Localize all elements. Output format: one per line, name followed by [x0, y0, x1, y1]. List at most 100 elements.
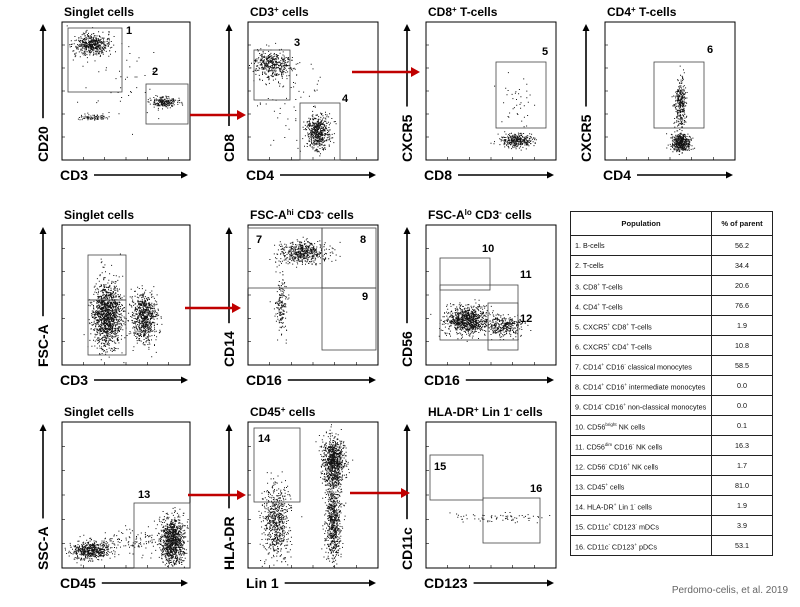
percent-cell: 20.6 — [711, 275, 773, 296]
title-part: CD45 — [250, 405, 281, 419]
title-part: + — [274, 5, 279, 14]
label-part: - — [633, 501, 636, 507]
x-axis-label: CD123 — [424, 575, 468, 591]
gating-arrow — [352, 67, 420, 77]
x-arrowhead — [726, 171, 733, 179]
table-row: 5. CXCR5+ CD8+ T-cells 1.9 — [570, 315, 773, 336]
plot-singlet-2: Singlet cells CD3 FSC-A — [35, 208, 191, 388]
plot-frame — [604, 21, 736, 161]
population-cell: 6. CXCR5+ CD4+ T-cells — [570, 335, 712, 356]
label-part: - — [624, 361, 626, 367]
label-part: non-classical monocytes — [625, 402, 707, 412]
label-part: + — [597, 281, 601, 287]
population-cell: 9. CD14- CD16+ non-classical monocytes — [570, 395, 712, 416]
event-cluster — [64, 534, 120, 566]
label-part: 7. CD14 — [575, 362, 602, 372]
gate-label: 13 — [138, 489, 150, 501]
x-axis-label: CD3 — [60, 372, 88, 388]
label-part: T-cells — [629, 322, 652, 332]
scatter-events — [258, 424, 354, 567]
population-cell: 10. CD56bright NK cells — [570, 415, 712, 436]
gate — [653, 61, 705, 129]
table-row: 6. CXCR5+ CD4+ T-cells 10.8 — [570, 335, 773, 356]
label-part: CD16 — [602, 402, 624, 412]
header-population: Population — [570, 211, 712, 236]
population-cell: 12. CD56- CD16+ NK cells — [570, 455, 712, 476]
plot-title: HLA-DR+ Lin 1- cells — [428, 405, 543, 420]
percent-cell: 0.1 — [711, 415, 773, 436]
label-part: CD123 — [609, 542, 635, 552]
plot-frame — [425, 21, 557, 161]
gate-label: 16 — [530, 483, 542, 495]
event-cluster — [66, 25, 130, 63]
title-part: CD3 — [294, 208, 322, 222]
x-arrowhead — [369, 376, 376, 384]
gate — [133, 502, 191, 569]
gate-label: 2 — [152, 66, 158, 78]
percent-cell: 1.9 — [711, 315, 773, 336]
label-part: 9. CD14 — [575, 402, 602, 412]
event-cluster — [77, 113, 110, 121]
x-arrowhead — [369, 579, 376, 587]
gating-arrow — [190, 110, 246, 120]
label-part: classical monocytes — [625, 362, 692, 372]
population-cell: 11. CD56dim CD16- NK cells — [570, 435, 712, 456]
y-axis-label: CD8 — [221, 134, 237, 162]
plot-title: CD8+ T-cells — [428, 5, 498, 20]
table-row: 3. CD8+ T-cells 20.6 — [570, 275, 773, 296]
title-part: cells — [279, 5, 309, 19]
label-part: + — [607, 321, 610, 327]
label-part: + — [597, 301, 601, 307]
event-cluster — [249, 42, 301, 86]
title-part: - — [499, 208, 502, 217]
y-arrowhead — [225, 424, 233, 431]
table-row: 7. CD14+ CD16- classical monocytes 58.5 — [570, 355, 773, 376]
x-arrowhead — [181, 376, 188, 384]
event-cluster — [490, 131, 537, 151]
percent-cell: 0.0 — [711, 375, 773, 396]
label-part: bright — [605, 421, 617, 427]
x-arrowhead — [547, 376, 554, 384]
gate-label: 11 — [520, 269, 532, 281]
y-axis-label: CD20 — [35, 126, 51, 162]
y-arrowhead — [403, 227, 411, 234]
table-row: 11. CD56dim CD16- NK cells 16.3 — [570, 435, 773, 456]
gate-label: 10 — [482, 243, 494, 255]
event-cluster — [269, 266, 290, 344]
title-part: - — [321, 208, 324, 217]
label-part: 15. CD11c — [575, 522, 609, 532]
population-cell: 15. CD11c+ CD123- mDCs — [570, 515, 712, 536]
plot-frame — [247, 21, 379, 161]
title-part: - — [510, 405, 513, 414]
event-cluster — [258, 471, 303, 567]
label-part: 16. CD11c — [575, 542, 609, 552]
gating-arrow — [185, 303, 241, 313]
gate-label: 6 — [707, 44, 713, 56]
gate — [253, 427, 301, 503]
y-axis-label: HLA-DR — [221, 516, 237, 570]
label-part: + — [634, 541, 637, 547]
percent-cell: 3.9 — [711, 515, 773, 536]
population-cell: 3. CD8+ T-cells — [570, 275, 712, 296]
plot-title: CD4+ T-cells — [607, 5, 677, 20]
scatter-events — [269, 236, 341, 344]
y-arrowhead — [403, 424, 411, 431]
label-part: mDCs — [636, 522, 659, 532]
title-part: Singlet cells — [64, 5, 134, 19]
label-part: + — [626, 321, 630, 327]
gate — [487, 302, 519, 351]
percent-cell: 53.1 — [711, 535, 773, 556]
title-part: cells — [324, 208, 354, 222]
gate-label: 8 — [360, 234, 366, 246]
gate-label: 4 — [342, 93, 349, 105]
title-part: CD4 — [607, 5, 631, 19]
percent-cell: 76.6 — [711, 295, 773, 316]
plot-hladr: 15 16 HLA-DR+ Lin 1- cells CD123 CD11c — [399, 405, 557, 591]
label-part: 5. CXCR5 — [575, 322, 608, 332]
percent-cell: 1.7 — [711, 455, 773, 476]
y-axis-label: CXCR5 — [578, 114, 594, 162]
label-part: T-cells — [600, 302, 623, 312]
label-part: 12. CD56 — [575, 462, 606, 472]
